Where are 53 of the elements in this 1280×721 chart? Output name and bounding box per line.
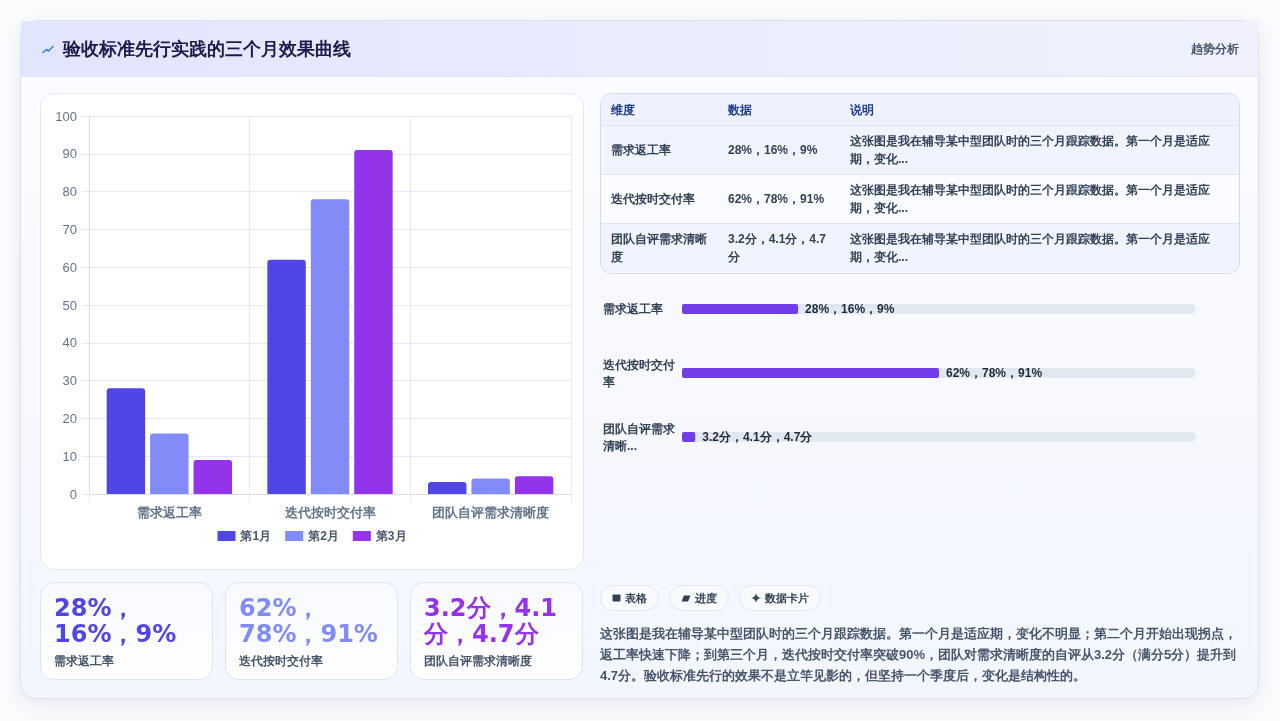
text: 数据 [718,94,840,126]
x-tick-label: 需求返工率 [136,505,202,520]
bar [150,433,189,494]
text: 这张图是我在辅导某中型团队时的三个月跟踪数据。第一个月是适应期，变化不明显；第二个月开始出现拐点，返工率快速下降；到第三个月，迭代按时交付率突破90%，团队对需求清晰度的自评从3.2分（满分5分）提升到4.7分。验收标准先行的效果不是立竿见影的，但坚持一个季度后，变化是结构性的。 [600,625,1238,685]
data-label: 62%，78%，91% [946,366,1043,380]
text: 3.2分，4.1分，4.7分 [424,594,559,648]
data-label: 3.2分，4.1分，4.7分 [702,430,814,444]
y-tick-label: 团队自评需求清晰... [602,421,676,453]
x-tick-label: 迭代按时交付率 [283,505,376,520]
text: 维度 [601,94,718,126]
y-tick-label: 迭代按时交付率 [602,357,675,389]
text: 说明 [840,94,1241,126]
bar [471,478,510,494]
text: 验收标准先行实践的三个月效果曲线 [63,38,351,61]
text: 趋势分析 [1191,41,1239,58]
text: 28%，16%，9% [718,125,840,175]
text: 团队自评需求清晰度 [424,653,533,669]
text: 团队自评需求清晰度 [601,223,718,272]
legend-label: 第2月 [307,529,339,543]
data-label: 28%，16%，9% [805,302,895,316]
text: 28%，16%，9% [54,594,178,648]
text: 这张图是我在辅导某中型团队时的三个月跟踪数据。第一个月是适应期，变化... [840,125,1241,175]
bar [106,388,146,494]
text: 迭代按时交付率 [239,653,324,669]
y-tick-label: 80 [62,184,77,200]
text: 这张图是我在辅导某中型团队时的三个月跟踪数据。第一个月是适应期，变化... [840,174,1241,224]
bar [514,476,554,494]
text: 数据卡片 [765,590,809,606]
text: 62%，78%，91% [239,594,379,648]
y-tick-label: 0 [69,486,77,502]
x-tick-label: 团队自评需求清晰度 [432,505,550,520]
text: 3.2分，4.1分，4.7分 [718,223,840,272]
bar [310,199,350,494]
y-tick-label: 100 [55,108,77,124]
text: 这张图是我在辅导某中型团队时的三个月跟踪数据。第一个月是适应期，变化... [840,223,1241,272]
bar [267,259,306,494]
y-tick-label: 20 [62,410,77,426]
legend-label: 第1月 [239,529,272,543]
bar [193,459,232,494]
text: 进度 [695,590,717,606]
y-tick-label: 30 [62,373,77,389]
text: 62%，78%，91% [718,174,840,224]
bar [354,150,393,494]
y-tick-label: 90 [62,146,77,162]
legend-label: 第3月 [374,529,407,543]
text: 表格 [625,590,647,606]
y-tick-label: 50 [62,297,77,313]
bar [428,481,467,494]
y-tick-label: 40 [62,335,77,351]
y-tick-label: 需求返工率 [603,302,663,316]
y-tick-label: 70 [62,221,77,237]
y-tick-label: 60 [62,259,77,275]
y-tick-label: 10 [62,448,77,464]
